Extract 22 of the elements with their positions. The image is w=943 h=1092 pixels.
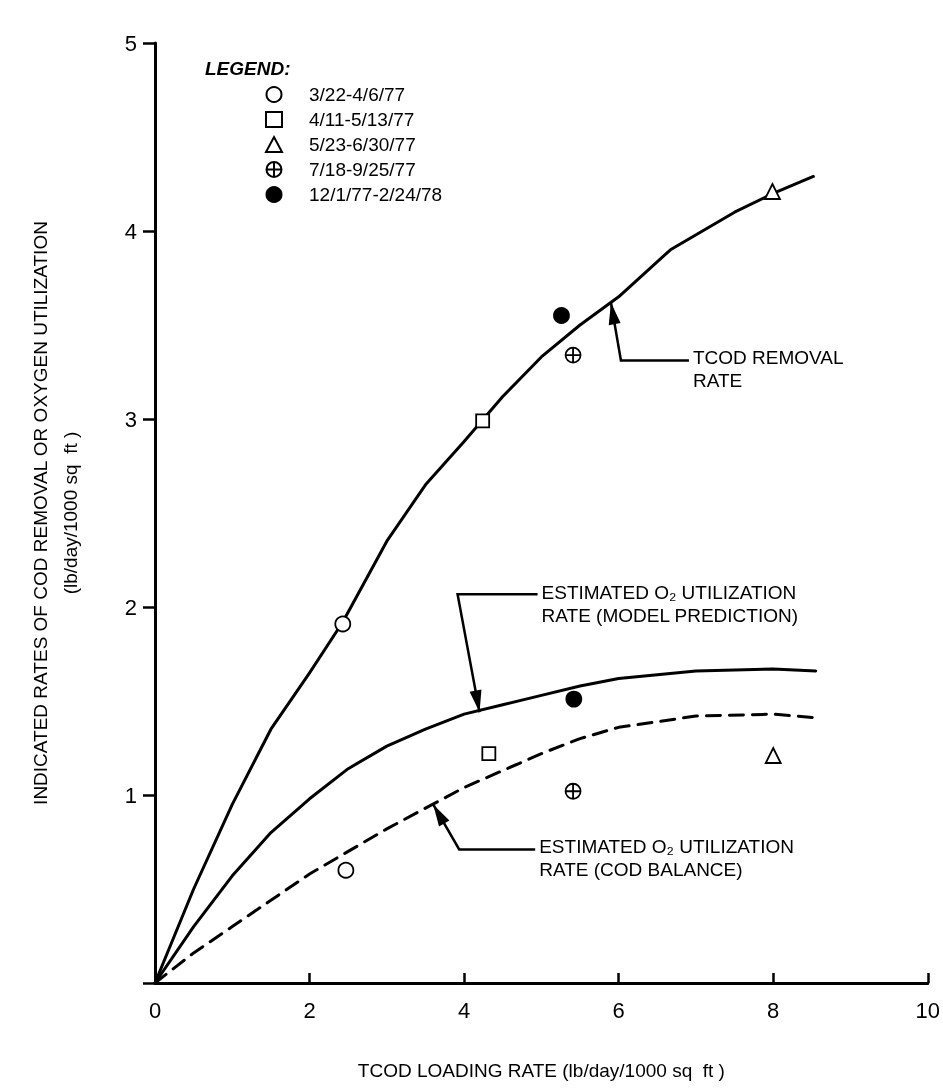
y-tick-label: 2: [124, 594, 137, 620]
annotation: TCOD REMOVAL RATE: [692, 346, 844, 393]
annotation: ESTIMATED O₂ UTILIZATION RATE (COD BALANCE): [539, 835, 794, 882]
annotation: ESTIMATED O₂ UTILIZATION RATE (MODEL PREDICTION): [541, 581, 799, 628]
x-axis-title: TCOD LOADING RATE (lb/day/1000 sq ft ): [357, 1060, 725, 1081]
y-tick-label: 5: [124, 30, 137, 56]
x-tick-label: 0: [148, 997, 162, 1023]
x-tick-label: 6: [612, 997, 625, 1023]
x-tick-label: 2: [303, 997, 316, 1023]
y-tick-label: 1: [124, 782, 137, 808]
legend-label: 3/22-4/6/77: [309, 84, 406, 105]
y-tick-label: 4: [124, 218, 137, 244]
x-tick-label: 8: [767, 997, 780, 1023]
legend-label: 5/23-6/30/77: [309, 134, 416, 155]
legend-label: 4/11-5/13/77: [309, 109, 415, 130]
x-tick-label: 4: [457, 997, 471, 1023]
legend-title: LEGEND:: [205, 58, 291, 79]
y-axis-title: INDICATED RATES OF COD REMOVAL OR OXYGEN UTILIZATION (lb/day/1000 sq ft ): [29, 221, 81, 805]
legend-label: 12/1/77-2/24/78: [309, 184, 443, 205]
y-tick-label: 3: [124, 406, 137, 432]
x-tick-label: 10: [915, 997, 941, 1023]
legend-label: 7/18-9/25/77: [309, 159, 416, 180]
